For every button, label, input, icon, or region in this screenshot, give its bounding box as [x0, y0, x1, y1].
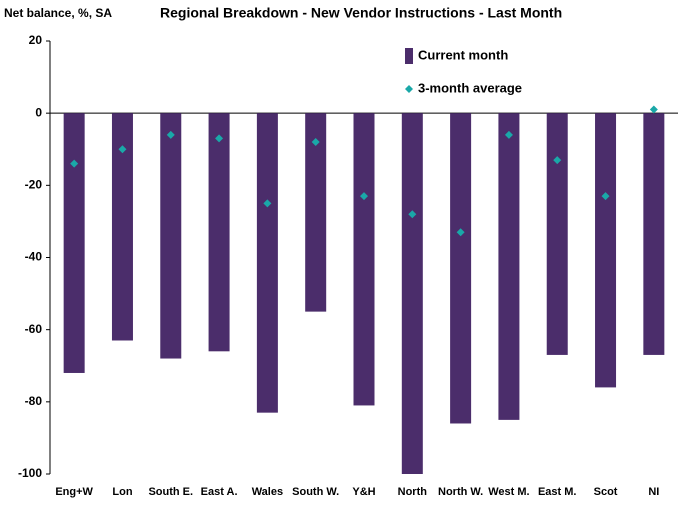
bar: [450, 113, 472, 424]
marker: [649, 105, 658, 114]
y-tick-label: -20: [25, 178, 43, 192]
bar: [111, 113, 133, 341]
bar: [498, 113, 520, 420]
marker: [504, 130, 513, 139]
y-tick-label: -100: [18, 466, 42, 480]
marker: [215, 134, 224, 143]
x-tick-label: South E.: [148, 486, 193, 498]
marker: [311, 138, 320, 147]
x-tick-label: NI: [648, 486, 659, 498]
x-tick-label: North: [398, 486, 428, 498]
bar: [595, 113, 617, 388]
x-tick-label: Wales: [252, 486, 283, 498]
x-tick-label: East M.: [538, 486, 577, 498]
x-tick-label: East A.: [201, 486, 238, 498]
marker: [360, 192, 368, 201]
legend-swatch: [405, 85, 413, 93]
chart-title: Regional Breakdown - New Vendor Instruct…: [160, 5, 562, 21]
marker: [456, 228, 465, 237]
marker: [70, 159, 79, 168]
legend-swatch: [405, 48, 413, 64]
y-tick-label: -40: [25, 250, 43, 264]
bar: [63, 113, 85, 373]
y-axis-label: Net balance, %, SA: [4, 6, 112, 20]
y-tick-label: -60: [25, 322, 43, 336]
marker: [601, 192, 610, 201]
bar: [401, 113, 423, 475]
x-tick-label: Scot: [594, 486, 618, 498]
bar: [643, 113, 665, 355]
bar: [546, 113, 568, 355]
bar: [256, 113, 278, 413]
x-tick-label: South W.: [292, 486, 339, 498]
bar: [208, 113, 230, 352]
legend-label: 3-month average: [418, 80, 522, 95]
y-tick-label: -80: [25, 394, 43, 408]
y-tick-label: 20: [29, 33, 43, 47]
bar: [353, 113, 375, 406]
bar: [160, 113, 182, 359]
marker: [118, 145, 127, 154]
y-tick-label: 0: [35, 105, 42, 119]
legend-label: Current month: [418, 47, 508, 62]
x-tick-label: North W.: [438, 486, 483, 498]
marker: [166, 130, 175, 139]
x-tick-label: Lon: [112, 486, 132, 498]
x-tick-label: Y&H: [352, 486, 375, 498]
bar: [305, 113, 327, 312]
marker: [263, 199, 272, 208]
x-tick-label: West M.: [488, 486, 529, 498]
marker: [553, 156, 562, 165]
x-tick-label: Eng+W: [55, 486, 93, 498]
marker: [408, 210, 417, 219]
